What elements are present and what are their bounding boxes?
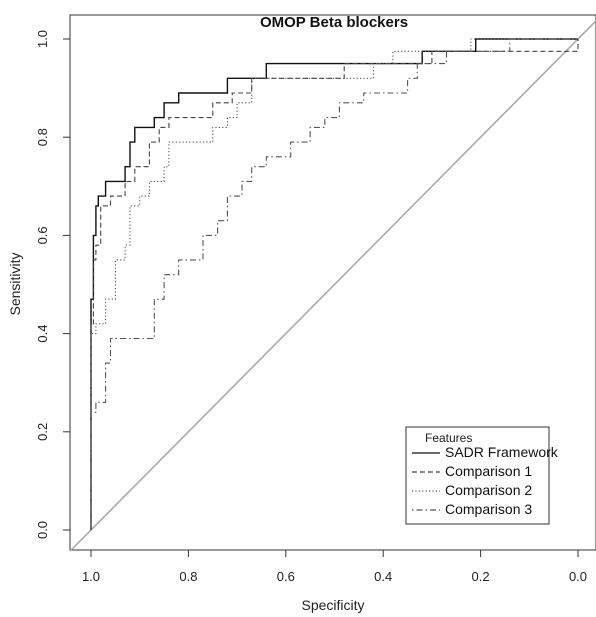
y-tick-label: 0.8 [35, 128, 50, 146]
y-tick-label: 0.6 [35, 226, 50, 244]
plot-frame [69, 14, 596, 551]
legend-label-2: Comparison 1 [445, 463, 532, 479]
x-tick-label: 0.6 [277, 569, 295, 584]
series-group [90, 38, 579, 530]
x-tick-label: 1.0 [82, 569, 100, 584]
legend-label-4: Comparison 3 [445, 501, 532, 517]
reference-diagonal-group [69, 20, 596, 552]
series-line-2 [90, 39, 579, 530]
legend-box [405, 426, 550, 525]
legend-label-3: Comparison 2 [445, 482, 532, 498]
series-line-1 [90, 38, 578, 530]
legend-label-1: SADR Framework [445, 444, 559, 460]
y-tick-label: 0.2 [35, 423, 50, 441]
legend: Features SADR Framework Comparison 1 Compa… [405, 426, 559, 525]
series-line-4 [90, 38, 578, 530]
x-tick-label: 0.4 [374, 569, 392, 584]
reference-diagonal-line [69, 20, 596, 552]
y-tick-label: 0.0 [35, 521, 50, 539]
series-line-3 [90, 38, 578, 530]
chart-title: OMOP Beta blockers [260, 14, 408, 31]
legend-title: Features [425, 431, 472, 445]
y-axis: 0.0 0.2 0.4 0.6 0.8 1.0 [35, 30, 70, 539]
plot-area [69, 14, 596, 552]
x-axis: 1.0 0.8 0.6 0.4 0.2 0.0 [82, 550, 587, 584]
legend-items: SADR Framework Comparison 1 Comparison 2 Co… [412, 444, 559, 517]
y-tick-label: 1.0 [35, 30, 50, 48]
y-tick-label: 0.4 [35, 325, 50, 343]
x-tick-label: 0.2 [472, 569, 490, 584]
y-axis-label: Sensitivity [7, 252, 23, 315]
x-tick-label: 0.8 [179, 569, 197, 584]
x-tick-label: 0.0 [569, 569, 587, 584]
x-axis-label: Specificity [301, 597, 364, 613]
